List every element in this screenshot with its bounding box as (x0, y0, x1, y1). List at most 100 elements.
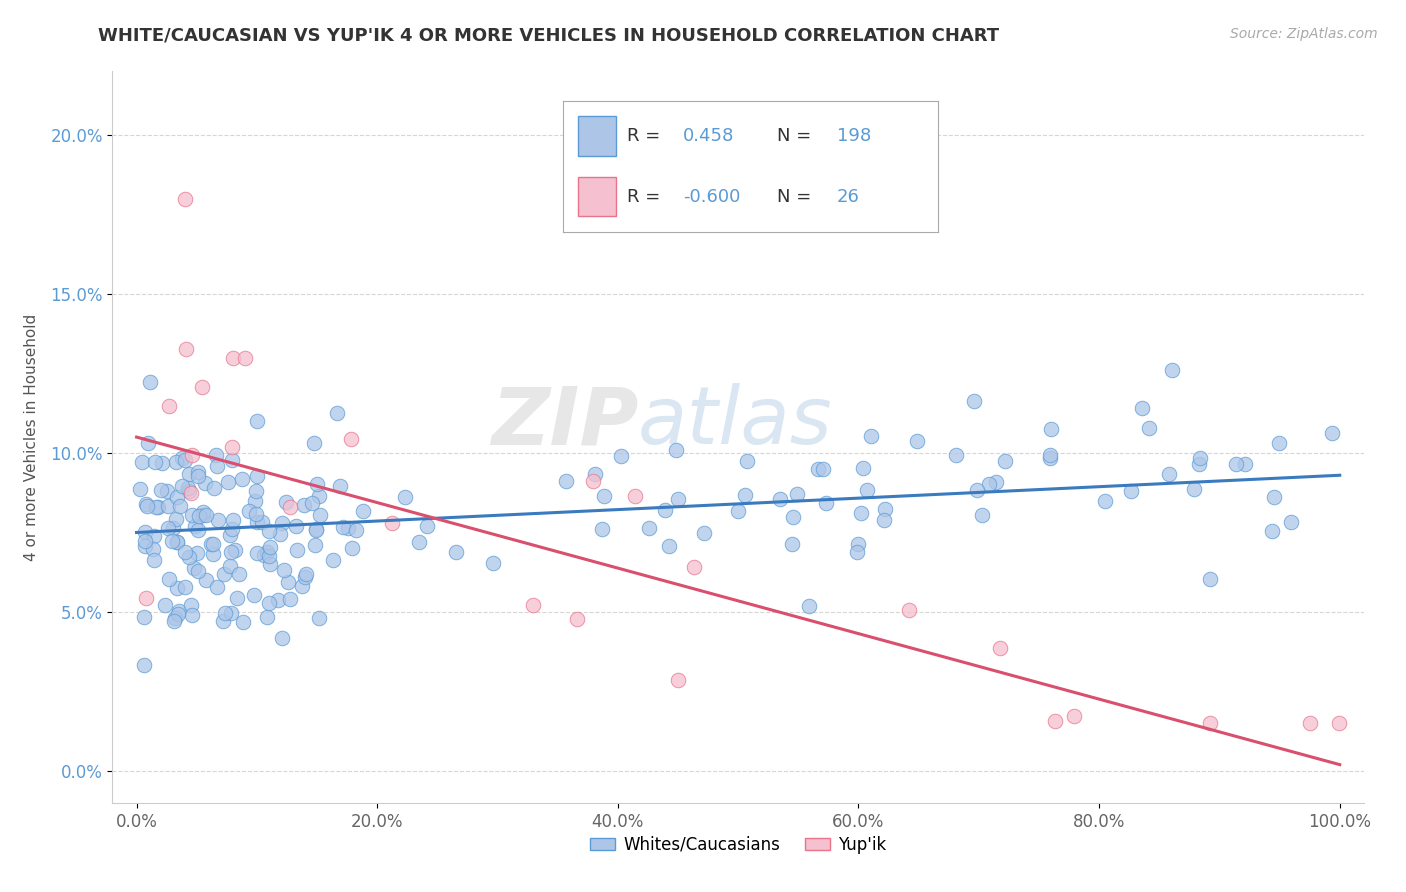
Point (256, 610, 278, 624)
Point (1320, 425, 1343, 440)
Point (149, 483, 172, 497)
Point (658, 539, 681, 553)
Point (846, 536, 869, 550)
Point (394, 490, 416, 504)
Point (259, 557, 281, 571)
Point (846, 545, 869, 559)
Point (238, 503, 260, 517)
Point (1327, 716, 1350, 731)
Point (221, 452, 243, 467)
Point (222, 513, 245, 527)
Point (253, 548, 276, 562)
Point (243, 494, 266, 508)
Point (301, 496, 323, 510)
Point (202, 547, 225, 561)
Point (194, 476, 217, 491)
Point (1119, 484, 1142, 499)
Text: WHITE/CAUCASIAN VS YUP'IK 4 OR MORE VEHICLES IN HOUSEHOLD CORRELATION CHART: WHITE/CAUCASIAN VS YUP'IK 4 OR MORE VEHI… (98, 27, 1000, 45)
Point (988, 640, 1011, 655)
Point (1279, 515, 1302, 529)
Point (194, 573, 217, 587)
Point (167, 607, 190, 622)
Point (226, 591, 249, 605)
Point (166, 535, 188, 549)
Point (977, 476, 1000, 491)
Point (128, 482, 150, 496)
Point (177, 483, 200, 498)
Point (142, 541, 165, 556)
Point (593, 489, 616, 503)
Point (1039, 451, 1062, 466)
Point (1268, 436, 1291, 450)
Point (734, 488, 756, 502)
Point (340, 541, 363, 556)
Point (294, 570, 316, 584)
Point (1198, 572, 1220, 586)
Point (308, 490, 330, 504)
Point (165, 512, 187, 526)
Point (132, 610, 155, 624)
Point (134, 540, 156, 554)
Point (194, 508, 217, 522)
Point (224, 542, 246, 557)
Point (156, 521, 179, 535)
Point (191, 380, 214, 394)
Point (1299, 716, 1322, 731)
Point (214, 607, 236, 621)
Point (131, 455, 153, 469)
Point (304, 538, 326, 552)
Point (162, 614, 184, 628)
Point (1182, 482, 1205, 496)
Text: ZIP: ZIP (491, 384, 638, 461)
Point (966, 483, 988, 498)
Point (177, 481, 200, 495)
Point (205, 580, 228, 594)
Text: atlas: atlas (638, 384, 832, 461)
Point (181, 608, 204, 623)
Point (339, 432, 361, 446)
Point (444, 545, 467, 559)
Point (173, 192, 195, 206)
Point (138, 375, 160, 389)
Point (682, 560, 704, 574)
Point (610, 450, 633, 464)
Point (278, 500, 301, 514)
Point (274, 495, 297, 509)
Point (207, 458, 229, 473)
Point (291, 579, 314, 593)
Point (583, 467, 606, 482)
Point (246, 414, 269, 428)
Point (1263, 490, 1285, 504)
Point (259, 541, 281, 555)
Point (1225, 457, 1247, 471)
Point (186, 564, 208, 578)
Point (186, 546, 208, 560)
Point (326, 406, 349, 420)
Point (849, 506, 872, 520)
Point (219, 527, 242, 541)
Point (352, 504, 374, 518)
Point (873, 513, 896, 527)
Point (267, 593, 290, 607)
Point (245, 483, 267, 498)
Point (156, 499, 179, 513)
Point (1260, 524, 1282, 538)
Point (181, 508, 204, 523)
Point (623, 489, 645, 503)
Point (806, 462, 828, 476)
Point (217, 475, 239, 489)
Point (183, 561, 205, 575)
Point (1043, 714, 1066, 728)
Point (162, 521, 184, 535)
Point (292, 498, 315, 512)
Point (134, 657, 156, 672)
Point (187, 465, 209, 479)
Point (202, 536, 225, 550)
Point (416, 519, 439, 533)
Point (160, 534, 183, 549)
Point (637, 521, 659, 535)
Point (666, 492, 689, 507)
Point (174, 580, 197, 594)
Point (146, 500, 169, 514)
Point (174, 452, 197, 467)
